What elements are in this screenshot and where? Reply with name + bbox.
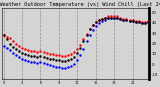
Title: Milwaukee Weather Outdoor Temperature (vs) Wind Chill (Last 24 Hours): Milwaukee Weather Outdoor Temperature (v… [0,2,160,7]
